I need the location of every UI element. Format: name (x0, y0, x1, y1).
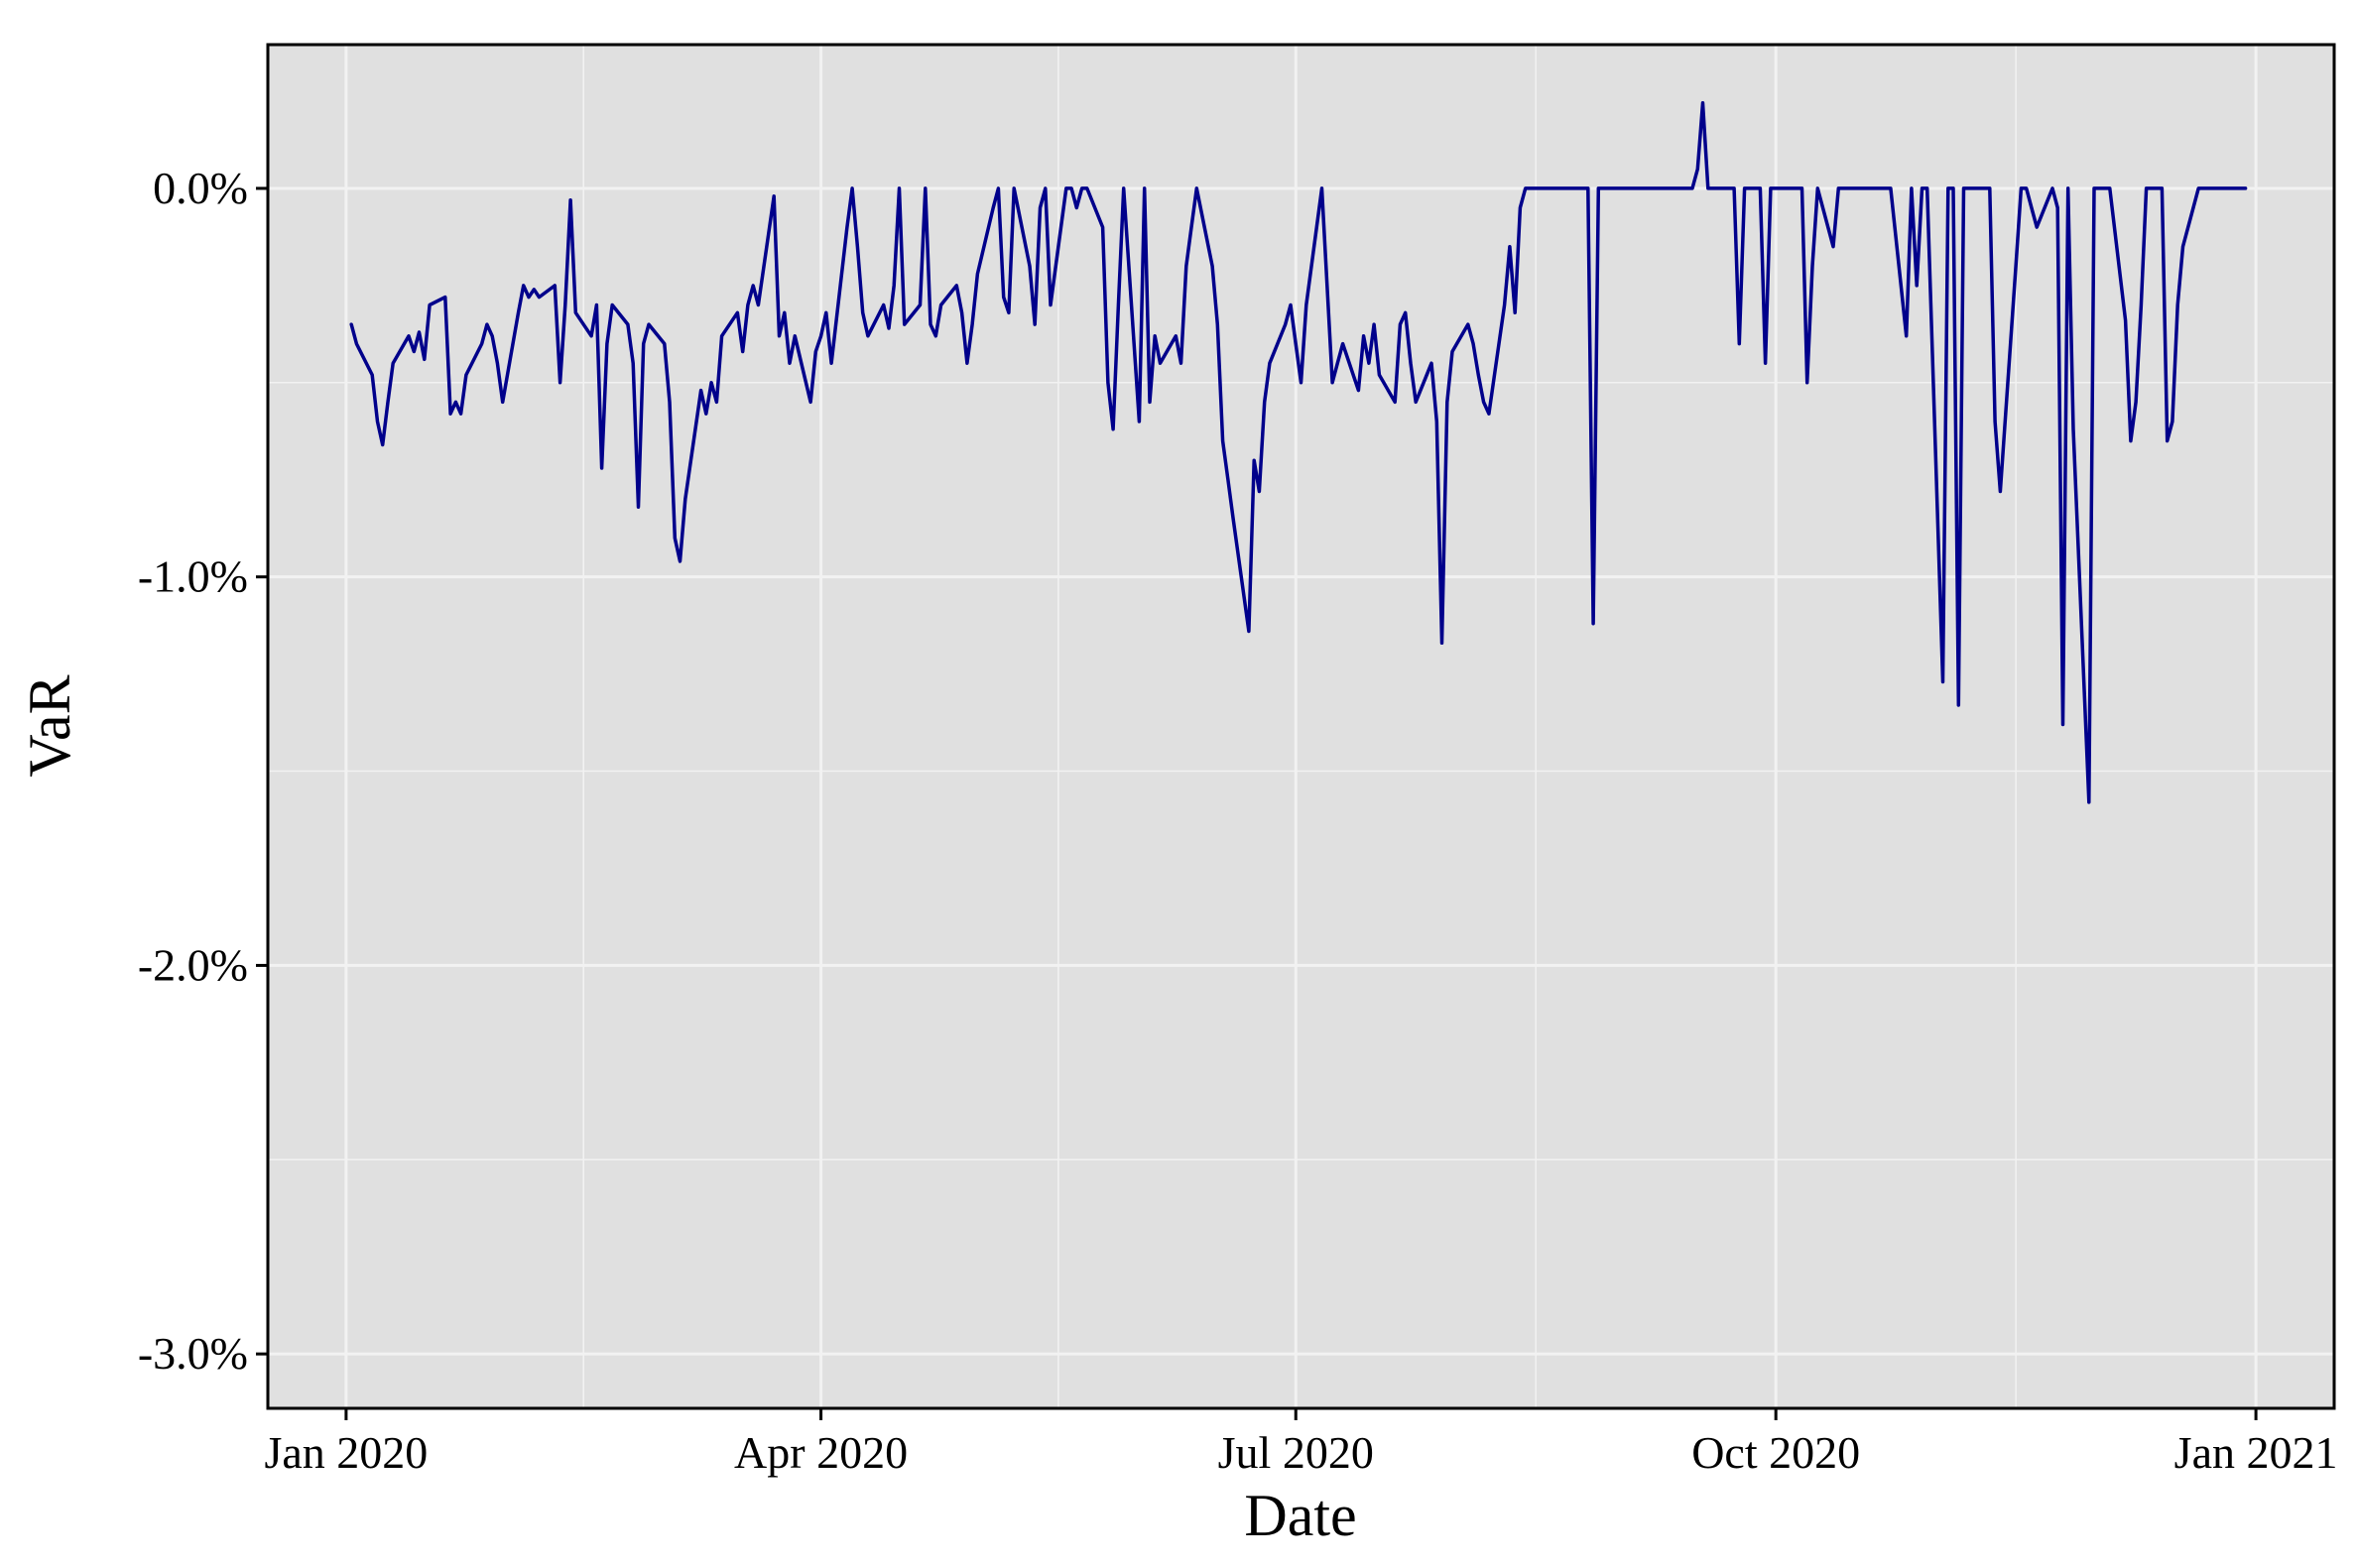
x-tick-label: Jul 2020 (1218, 1427, 1374, 1478)
y-tick-label: -3.0% (138, 1328, 248, 1379)
x-tick-label: Apr 2020 (734, 1427, 908, 1478)
var-series-line (349, 101, 2248, 804)
x-tick-label: Jan 2021 (2174, 1427, 2338, 1478)
y-tick-label: -2.0% (138, 939, 248, 990)
axes: Jan 2020 Apr 2020 Jul 2020 Oct 2020 Jan 2021… (138, 163, 2338, 1478)
y-tick-label: -1.0% (138, 551, 248, 602)
x-axis-title: Date (1244, 1483, 1356, 1548)
series-layer (349, 101, 2248, 804)
y-tick-label: 0.0% (153, 163, 248, 213)
plot-border (266, 43, 2336, 1410)
y-axis-title: VaR (17, 674, 82, 777)
x-tick-label: Jan 2020 (264, 1427, 428, 1478)
plot-panel (268, 45, 2334, 1408)
x-tick-label: Oct 2020 (1691, 1427, 1860, 1478)
